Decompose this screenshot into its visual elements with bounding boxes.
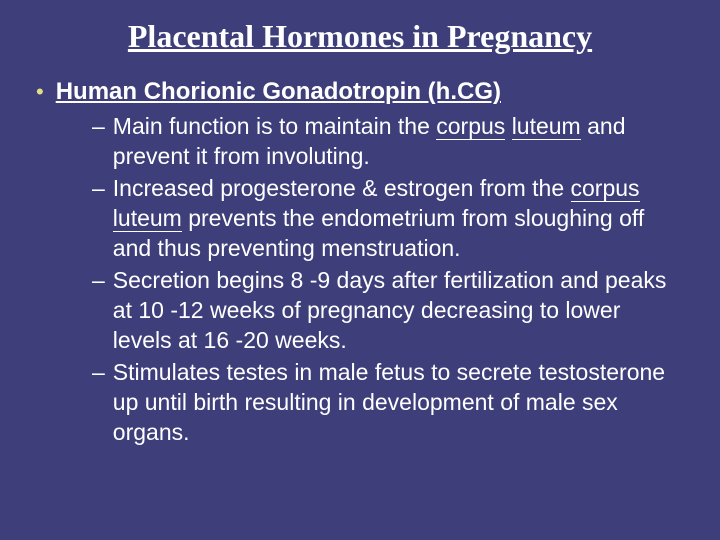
point-text: Secretion begins 8 -9 days after fertili… — [113, 265, 680, 355]
underlined-term: luteum — [113, 205, 182, 232]
bullet-marker-icon: • — [36, 77, 44, 107]
dash-icon: – — [92, 265, 105, 295]
heading-bullet: • Human Chorionic Gonadotropin (h.CG) — [36, 77, 690, 107]
dash-icon: – — [92, 357, 105, 387]
underlined-term: corpus — [571, 175, 640, 202]
slide-title: Placental Hormones in Pregnancy — [30, 18, 690, 55]
point-2: – Increased progesterone & estrogen from… — [92, 173, 680, 263]
point-4: – Stimulates testes in male fetus to sec… — [92, 357, 680, 447]
heading-text: Human Chorionic Gonadotropin (h.CG) — [56, 77, 501, 107]
point-3: – Secretion begins 8 -9 days after ferti… — [92, 265, 680, 355]
underlined-term: luteum — [512, 113, 581, 140]
underlined-term: corpus — [436, 113, 505, 140]
dash-icon: – — [92, 173, 105, 203]
point-text: Increased progesterone & estrogen from t… — [113, 173, 680, 263]
point-1: – Main function is to maintain the corpu… — [92, 111, 680, 171]
point-text: Stimulates testes in male fetus to secre… — [113, 357, 680, 447]
point-text: Main function is to maintain the corpus … — [113, 111, 680, 171]
slide: Placental Hormones in Pregnancy • Human … — [0, 0, 720, 540]
dash-icon: – — [92, 111, 105, 141]
